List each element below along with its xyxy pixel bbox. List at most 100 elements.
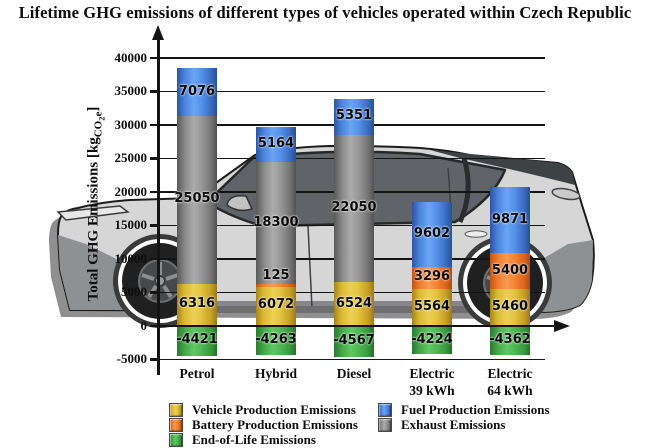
fuel-swatch-icon [378,402,392,417]
bar-segment-eol [256,326,296,355]
bar-value-label: -4567 [333,332,375,348]
car-door-handle-rear [464,230,488,238]
y-axis-label-close: ] [85,106,102,112]
legend-label: Battery Production Emissions [192,417,358,433]
tick-label: 5000 [121,284,147,299]
bar-value-label: 5564 [413,298,451,314]
tick-label: 30000 [114,116,148,132]
bar-value-label: 5351 [335,108,373,124]
legend-item: Fuel Production Emissions [378,402,550,417]
car-headlight [56,205,130,221]
bar-value-label: -4421 [176,332,218,348]
bar-segment-vehicle [334,282,374,326]
y-axis-label-text: Total GHG Emissions [kg [85,137,102,302]
y-axis-label-sub-2: 2 [96,116,107,121]
legend-column: Fuel Production Emissions Exhaust Emissio… [378,402,550,433]
vehicle-swatch-icon [169,402,183,417]
tick-mark [149,190,159,194]
bar-segment-vehicle [256,285,296,326]
battery-swatch-icon [169,418,183,433]
tick-mark [149,324,159,328]
bar-value-label: 5400 [491,262,529,278]
bar-segment-fuel [490,187,530,254]
bar-value-label: 5460 [491,299,529,315]
bar-value-label: 25050 [174,191,220,207]
bar-segment-eol [334,326,374,357]
bar-segment-fuel [412,202,452,267]
tick-mark [149,257,159,261]
legend-item: Exhaust Emissions [378,417,550,432]
bar-segment-exhaust [177,115,217,284]
bar-segment-exhaust [334,134,374,283]
bar-segment-fuel [256,127,296,162]
bar-segment-battery [256,284,296,287]
bar-segment-battery [412,266,452,289]
car-taillight [551,187,581,201]
category-label: Petrol [179,366,215,381]
legend-item: End-of-Life Emissions [169,432,358,448]
legend-item: Battery Production Emissions [169,417,358,432]
tick-mark [149,123,159,127]
bar-segment-vehicle [412,288,452,326]
tick-mark [149,358,159,361]
gridline [158,358,545,361]
bar-value-label: 3296 [413,269,451,285]
tick-label: 10000 [114,250,148,266]
bar-value-label: -4362 [489,332,531,348]
legend-column: Vehicle Production Emissions Battery Prod… [169,402,358,448]
legend-label: Fuel Production Emissions [401,401,550,417]
bar-value-label: -4224 [411,331,453,347]
bar-segment-vehicle [490,289,530,326]
bar-segment-fuel [177,68,217,116]
bar-segment-battery [490,253,530,290]
tick-mark [149,90,159,93]
bar-value-label: 18300 [253,214,299,230]
legend-item: Vehicle Production Emissions [169,402,358,417]
category-label: Diesel [336,366,372,381]
bar-segment-vehicle [177,283,217,326]
tick-label: 15000 [114,217,148,232]
car-underbody [186,306,476,313]
bar-value-label: 7076 [178,83,216,99]
tick-mark [149,291,159,294]
bar-value-label: 5164 [257,136,295,152]
bar-value-label: 6316 [178,296,216,312]
category-label: Electric 64 kWh [487,366,533,398]
tick-mark [149,157,159,160]
tick-label: -5000 [116,351,147,366]
tick-mark [149,56,159,60]
x-axis-arrowhead [554,319,570,332]
car-door-seam-front [307,225,313,309]
tick-label: 0 [140,317,148,333]
bar-value-label: -4263 [255,331,297,347]
tick-label: 40000 [114,49,148,65]
tick-label: 35000 [114,83,148,98]
bar-value-label: 9871 [491,211,529,227]
bar-segment-eol [177,326,217,356]
y-axis-arrowhead [151,25,164,40]
bar-segment-fuel [334,98,374,135]
gridline [158,57,545,59]
bar-value-label: 125 [262,267,290,283]
bar-value-label: 6072 [257,297,295,313]
bar-segment-exhaust [256,161,296,285]
bar-value-label: 9602 [413,225,451,241]
category-label: Electric 39 kWh [409,366,455,398]
y-axis-label-sub-co: CO [92,120,105,138]
bar-value-label: 22050 [331,199,377,215]
legend: Vehicle Production Emissions Battery Prod… [169,402,647,448]
legend-label: Exhaust Emissions [401,417,506,433]
tick-label: 20000 [114,183,148,199]
legend-label: Vehicle Production Emissions [192,401,356,417]
legend-label: End-of-Life Emissions [192,432,316,448]
car-c-pillar [457,157,471,224]
bar-segment-eol [412,326,452,355]
tick-mark [149,224,159,227]
chart-title: Lifetime GHG emissions of different type… [18,3,632,22]
y-axis-label-sub-e: e [92,111,105,117]
eol-swatch-icon [169,433,183,448]
car-mirror [226,194,254,212]
